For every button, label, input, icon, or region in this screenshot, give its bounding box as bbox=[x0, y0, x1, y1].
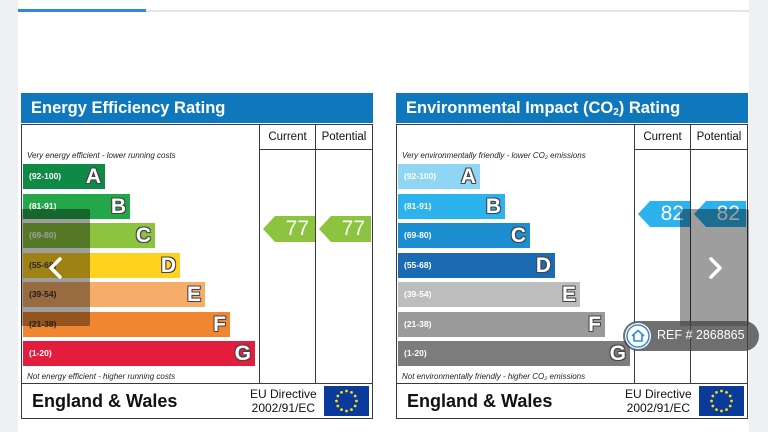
energy-efficiency-chart: Energy Efficiency Rating Current Potenti… bbox=[21, 93, 373, 419]
potential-column-header: Potential bbox=[321, 131, 367, 143]
band-letter: A bbox=[460, 165, 476, 188]
reference-number: REF # 2868865 bbox=[657, 328, 745, 342]
band-range: (55-68) bbox=[29, 259, 57, 270]
rating-band-g: (1-20) G bbox=[23, 341, 255, 366]
band-letter: G bbox=[609, 342, 626, 365]
rating-band-d: (55-68) D bbox=[398, 252, 555, 278]
band-letter: F bbox=[588, 312, 601, 336]
band-letter: B bbox=[110, 194, 126, 218]
band-range: (92-100) bbox=[29, 171, 62, 181]
band-range: (21-38) bbox=[404, 318, 432, 329]
rating-band-d: (55-68) D bbox=[23, 252, 180, 278]
eu-flag-icon bbox=[324, 386, 369, 416]
band-range: (39-54) bbox=[404, 289, 432, 299]
band-letter: D bbox=[535, 253, 551, 277]
rating-band-b: (81-91) B bbox=[23, 193, 130, 219]
divider bbox=[260, 149, 372, 150]
rating-band-e: (39-54) E bbox=[398, 282, 580, 307]
directive-line-1: EU Directive bbox=[625, 387, 692, 401]
rating-band-a: (92-100) A bbox=[23, 164, 105, 189]
band-range: (1-20) bbox=[29, 348, 52, 358]
band-range: (69-80) bbox=[404, 230, 432, 240]
region-label: England & Wales bbox=[32, 391, 178, 411]
listing-page: Energy Efficiency Rating Current Potenti… bbox=[18, 0, 749, 432]
environment-chart-title: Environmental Impact (CO2) Rating bbox=[396, 93, 748, 123]
rating-band-c: (69-80) C bbox=[398, 223, 530, 248]
previous-image-button[interactable] bbox=[21, 209, 90, 326]
rating-band-e: (39-54) E bbox=[23, 282, 205, 307]
band-range: (81-91) bbox=[29, 200, 57, 211]
band-letter: D bbox=[160, 253, 176, 277]
potential-column-header: Potential bbox=[696, 131, 742, 143]
directive-label: EU Directive 2002/91/EC bbox=[250, 387, 317, 415]
divider bbox=[315, 125, 316, 383]
current-rating-arrow: 77 bbox=[263, 216, 315, 242]
energy-note-top: Very energy efficient - lower running co… bbox=[27, 151, 176, 160]
current-rating-arrow: 82 bbox=[638, 201, 690, 227]
band-range: (92-100) bbox=[404, 171, 437, 181]
band-letter: E bbox=[561, 283, 576, 306]
environment-note-bottom: Not environmentally friendly - higher CO… bbox=[402, 372, 586, 381]
band-range: (81-91) bbox=[404, 200, 432, 211]
region-label: England & Wales bbox=[407, 391, 553, 411]
environment-chart-grid: Current Potential Very environmentally f… bbox=[396, 124, 748, 384]
directive-label: EU Directive 2002/91/EC bbox=[625, 387, 692, 415]
environmental-impact-chart: Environmental Impact (CO2) Rating Curren… bbox=[396, 93, 748, 419]
band-letter: F bbox=[213, 312, 226, 336]
environment-note-top: Very environmentally friendly - lower CO… bbox=[402, 151, 586, 160]
current-column-header: Current bbox=[268, 131, 307, 143]
directive-line-2: 2002/91/EC bbox=[251, 401, 316, 415]
divider bbox=[635, 149, 747, 150]
next-image-button[interactable] bbox=[680, 209, 749, 326]
band-letter: C bbox=[135, 224, 151, 247]
chevron-right-icon bbox=[709, 257, 722, 279]
rating-band-f: (21-38) F bbox=[398, 311, 605, 337]
divider bbox=[634, 125, 635, 383]
divider bbox=[690, 125, 691, 383]
rating-band-f: (21-38) F bbox=[23, 311, 230, 337]
energy-chart-title: Energy Efficiency Rating bbox=[21, 93, 373, 123]
band-letter: B bbox=[485, 194, 501, 218]
potential-rating-arrow: 82 bbox=[694, 201, 746, 227]
rating-band-c: (69-80) C bbox=[23, 223, 155, 248]
band-letter: A bbox=[85, 165, 101, 188]
chevron-left-icon bbox=[49, 257, 62, 279]
band-range: (39-54) bbox=[29, 289, 57, 299]
environment-chart-footer: England & Wales EU Directive 2002/91/EC bbox=[396, 384, 748, 419]
potential-rating-arrow: 77 bbox=[319, 216, 371, 242]
band-letter: C bbox=[510, 224, 526, 247]
energy-chart-footer: England & Wales EU Directive 2002/91/EC bbox=[21, 384, 373, 419]
band-range: (55-68) bbox=[404, 259, 432, 270]
home-icon bbox=[625, 323, 651, 349]
directive-line-1: EU Directive bbox=[250, 387, 317, 401]
directive-line-2: 2002/91/EC bbox=[626, 401, 691, 415]
band-range: (21-38) bbox=[29, 318, 57, 329]
eu-flag-icon bbox=[699, 386, 744, 416]
band-range: (69-80) bbox=[29, 230, 57, 240]
active-tab-indicator bbox=[18, 9, 146, 12]
band-range: (1-20) bbox=[404, 348, 427, 358]
current-column-header: Current bbox=[643, 131, 682, 143]
rating-band-g: (1-20) G bbox=[398, 341, 630, 366]
energy-note-bottom: Not energy efficient - higher running co… bbox=[27, 372, 176, 381]
reference-badge: REF # 2868865 bbox=[623, 321, 759, 351]
energy-chart-grid: Current Potential Very energy efficient … bbox=[21, 124, 373, 384]
rating-band-a: (92-100) A bbox=[398, 164, 480, 189]
band-letter: E bbox=[186, 283, 201, 306]
rating-band-b: (81-91) B bbox=[398, 193, 505, 219]
tab-underline bbox=[18, 10, 749, 12]
band-letter: G bbox=[234, 342, 251, 365]
divider bbox=[259, 125, 260, 383]
